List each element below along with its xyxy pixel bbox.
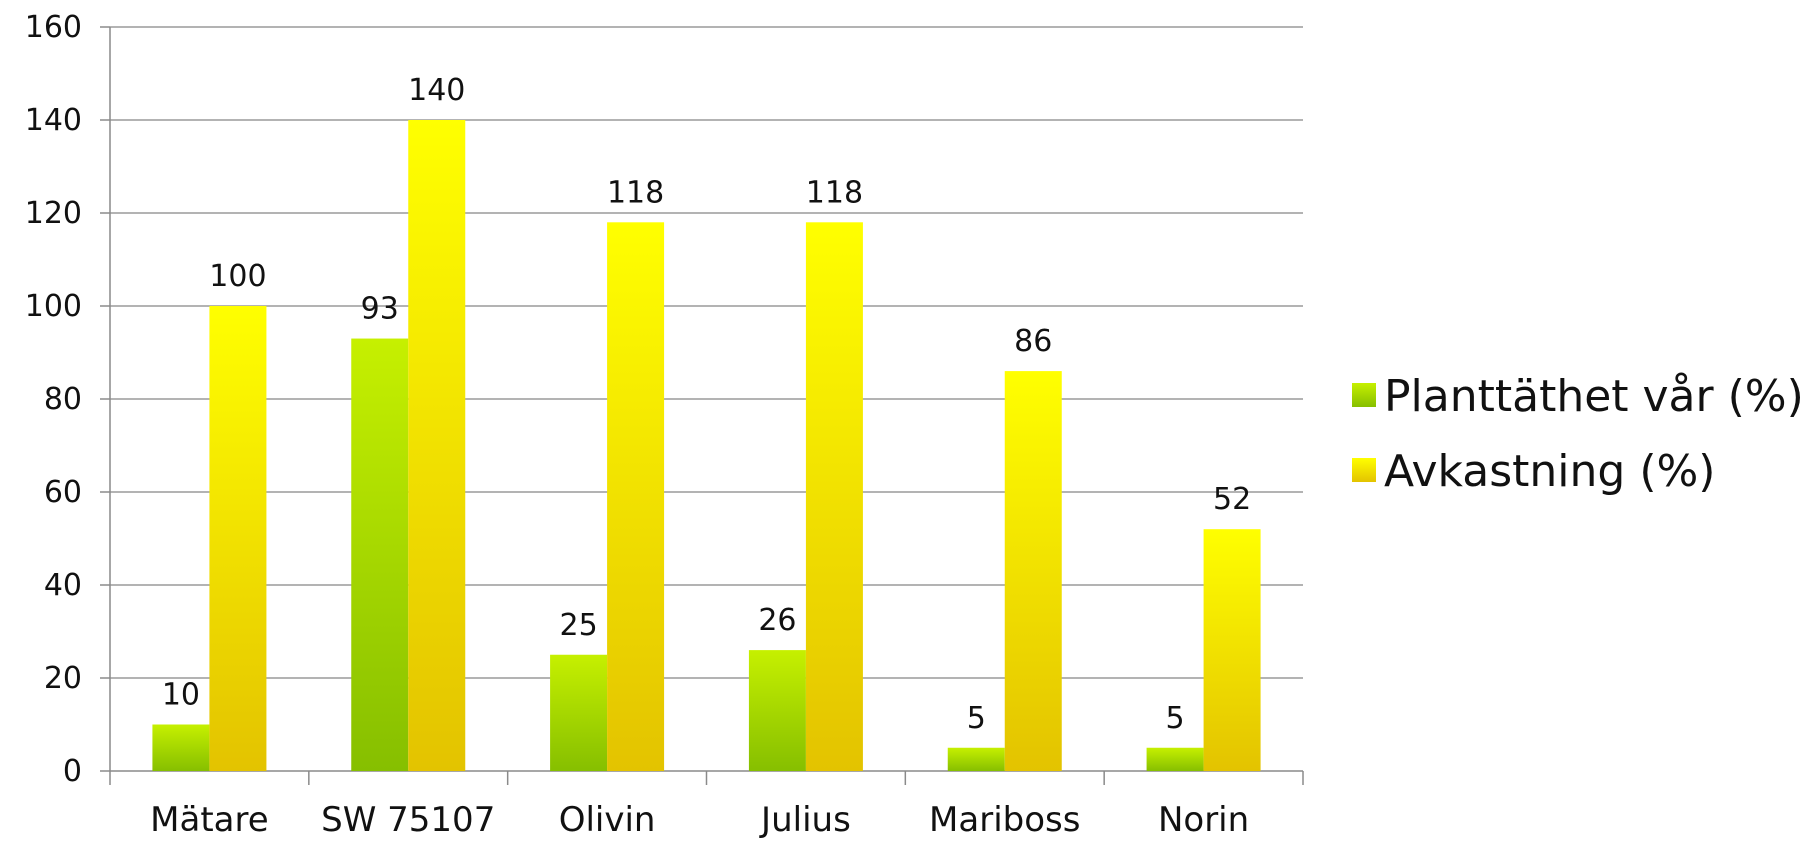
bar-avkastning [607,222,665,772]
data-label: 86 [1014,324,1052,359]
bar-planttathet [351,338,409,771]
x-category-label: Olivin [559,800,656,840]
bar-planttathet [748,650,806,771]
data-label: 10 [162,678,200,713]
data-label: 100 [209,259,266,294]
legend-swatch [1352,383,1376,407]
y-tick-label: 80 [44,382,82,417]
legend-label: Avkastning (%) [1384,446,1715,497]
bar-planttathet [152,724,210,771]
y-tick-label: 40 [44,568,82,603]
data-label: 25 [559,608,597,643]
x-category-label: Mätare [150,800,269,840]
data-labels: 10 100 93 140 25 118 26 118 5 86 5 52 [162,73,1251,736]
bar-avkastning [1203,529,1261,771]
bar-planttathet [947,747,1005,771]
data-label: 93 [361,292,399,327]
x-category-label: Julius [759,800,851,840]
bars [152,120,1261,772]
gridlines [110,26,1303,679]
bar-avkastning [408,120,466,771]
data-label: 140 [408,73,465,108]
y-tick-label: 100 [25,289,82,324]
x-category-label: Norin [1158,800,1249,840]
data-label: 26 [758,603,796,638]
y-tick-label: 20 [44,661,82,696]
axes: 0 20 40 60 80 100 120 140 160 Mätare SW 75107 Olivi… [25,10,1304,840]
legend: Planttäthet vår (%) Avkastning (%) [1352,371,1804,497]
bar-avkastning [209,306,267,771]
legend-label: Planttäthet vår (%) [1384,371,1804,422]
x-category-label: Mariboss [929,800,1080,840]
bar-avkastning [1004,371,1062,771]
data-label: 118 [806,175,863,210]
legend-swatch [1352,458,1376,482]
y-tick-label: 120 [25,196,82,231]
data-label: 5 [1166,701,1185,736]
bar-planttathet [1146,747,1204,771]
data-label: 5 [967,701,986,736]
y-tick-label: 140 [25,103,82,138]
y-tick-label: 60 [44,475,82,510]
data-label: 118 [607,175,664,210]
y-tick-label: 0 [63,754,82,789]
data-label: 52 [1213,482,1251,517]
y-tick-label: 160 [25,10,82,45]
bar-avkastning [805,222,863,772]
x-category-label: SW 75107 [321,800,495,840]
bar-planttathet [550,654,608,771]
